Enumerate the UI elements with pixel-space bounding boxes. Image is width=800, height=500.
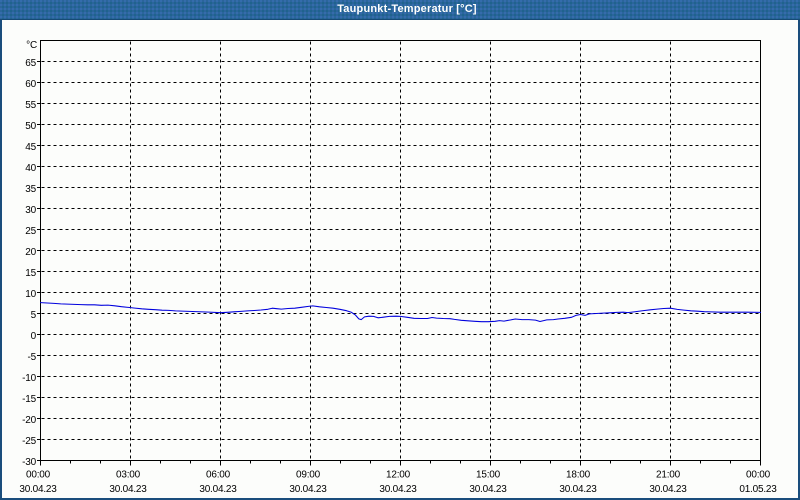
dewpoint-line xyxy=(39,302,762,323)
y-tick-label: 20 xyxy=(25,247,36,258)
y-tick-label: 65 xyxy=(25,58,36,69)
y-tick-label: -20 xyxy=(22,415,36,426)
y-tick-label: 45 xyxy=(25,142,36,153)
y-tick-label: 25 xyxy=(25,226,36,237)
y-tick-label: -5 xyxy=(28,352,37,363)
x-tick-label: 18:00 xyxy=(566,470,591,481)
plot-border xyxy=(40,40,761,461)
chart-frame xyxy=(0,20,800,500)
x-date-label: 30.04.23 xyxy=(199,484,237,495)
chart-title: Taupunkt-Temperatur [°C] xyxy=(337,3,477,15)
y-tick-label: 15 xyxy=(25,268,36,279)
y-tick-label: 40 xyxy=(25,163,36,174)
y-tick-label: 35 xyxy=(25,184,36,195)
x-date-label: 30.04.23 xyxy=(19,484,57,495)
x-tick-label: 15:00 xyxy=(476,470,501,481)
x-tick-label: 00:00 xyxy=(26,470,51,481)
y-tick-label: 55 xyxy=(25,100,36,111)
y-tick-label: -10 xyxy=(22,373,36,384)
x-tick-label: 03:00 xyxy=(116,470,141,481)
x-date-label: 30.04.23 xyxy=(469,484,507,495)
x-date-label: 30.04.23 xyxy=(289,484,327,495)
x-date-label: 01.05.23 xyxy=(739,484,777,495)
y-tick-label: 5 xyxy=(31,310,37,321)
y-tick-label: 0 xyxy=(31,331,37,342)
y-tick-label: 50 xyxy=(25,121,36,132)
y-tick-label: 10 xyxy=(25,289,36,300)
title-bar: Taupunkt-Temperatur [°C] xyxy=(0,0,800,20)
y-tick-label: -25 xyxy=(22,436,36,447)
x-date-label: 30.04.23 xyxy=(649,484,687,495)
x-tick-label: 06:00 xyxy=(206,470,231,481)
y-tick-label: 30 xyxy=(25,205,36,216)
x-tick-label: 21:00 xyxy=(656,470,681,481)
x-tick-label: 00:00 xyxy=(746,470,771,481)
x-date-label: 30.04.23 xyxy=(379,484,417,495)
y-axis-unit-label: °C xyxy=(26,40,37,51)
y-tick-label: -15 xyxy=(22,394,36,405)
x-date-label: 30.04.23 xyxy=(109,484,147,495)
x-tick-label: 12:00 xyxy=(386,470,411,481)
y-tick-label: -30 xyxy=(22,457,36,468)
x-tick-label: 09:00 xyxy=(296,470,321,481)
y-tick-label: 60 xyxy=(25,79,36,90)
x-date-label: 30.04.23 xyxy=(559,484,597,495)
